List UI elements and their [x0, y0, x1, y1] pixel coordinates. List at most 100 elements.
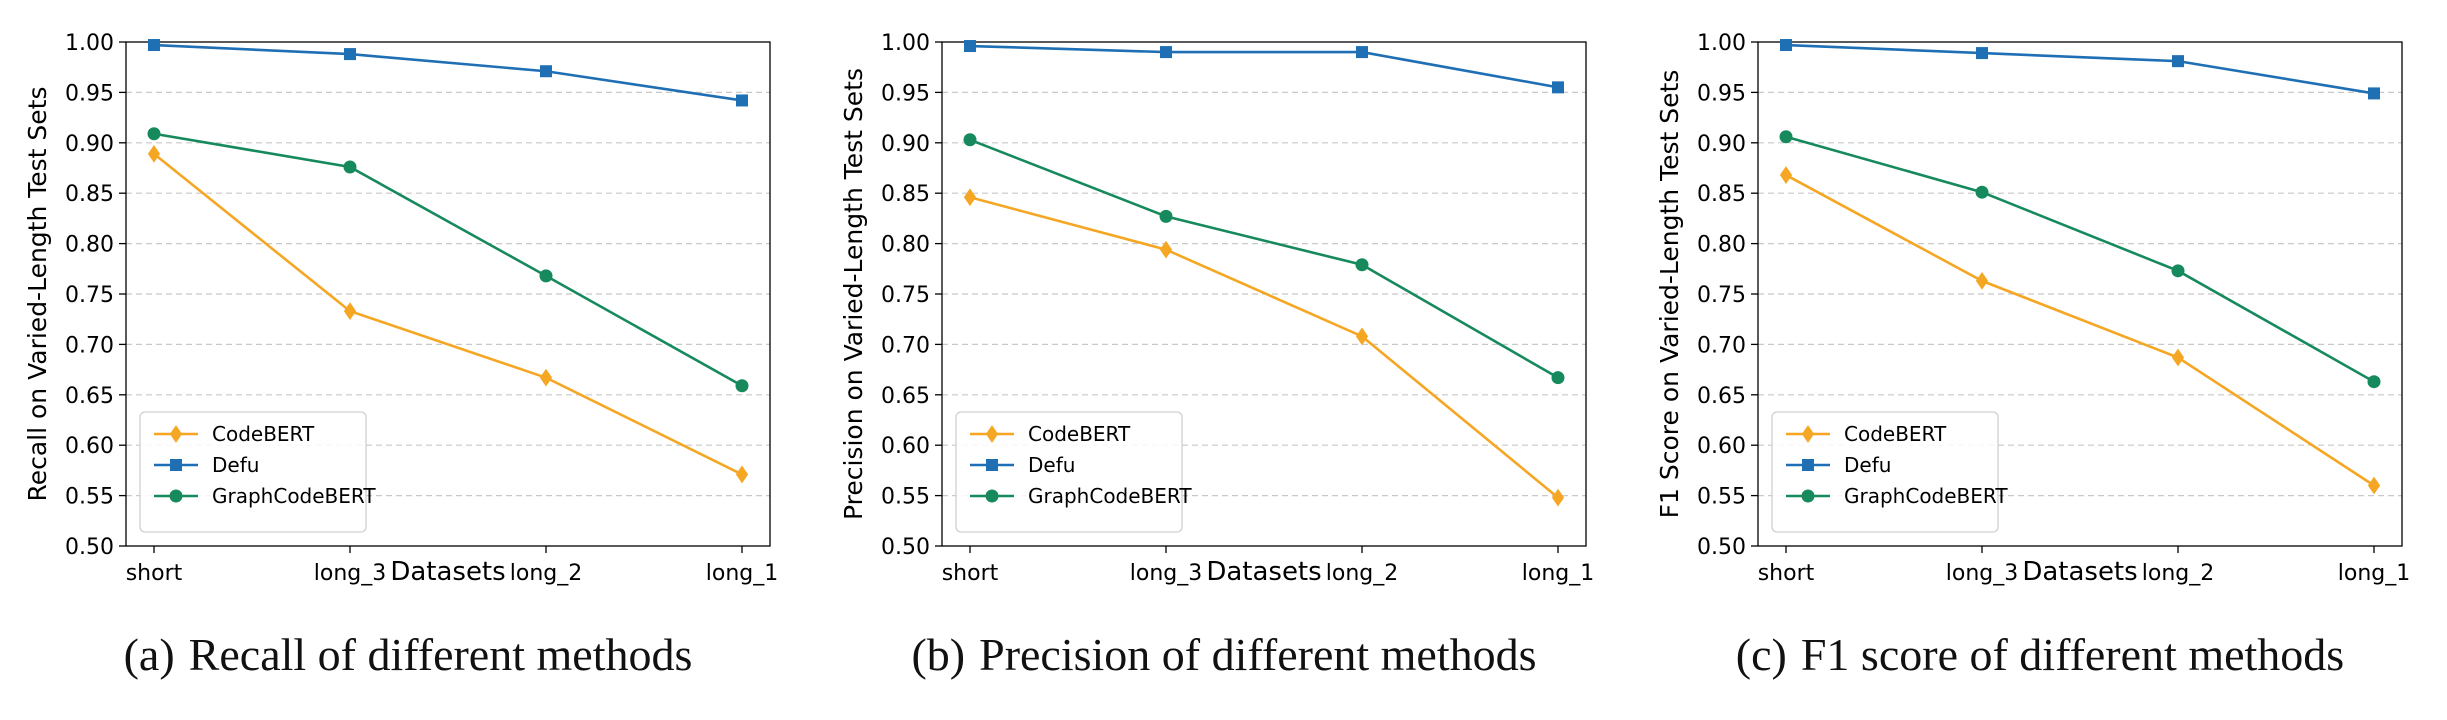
chart-panel-recall: 0.50 0.55 0.60 0.65 0.70 0.75 0.80 0.85 0.90 0.95…	[0, 0, 816, 720]
x-tick-label: long_2	[510, 561, 582, 586]
y-axis-label: Recall on Varied-Length Test Sets	[23, 86, 52, 501]
y-axis-label: F1 Score on Varied-Length Test Sets	[1655, 70, 1684, 519]
precision-chart: 0.50 0.55 0.60 0.65 0.70 0.75 0.80 0.85 0.90 0.95…	[839, 31, 1594, 587]
series-line	[969, 44, 1559, 89]
y-tick-label: 0.85	[1697, 182, 1746, 207]
series-line	[969, 138, 1559, 379]
caption-precision: (b) Precision of different methods	[816, 628, 1632, 681]
y-tick-label: 0.75	[1697, 283, 1746, 308]
legend-marker	[1801, 425, 1815, 443]
plot-frame	[1757, 41, 2403, 547]
series-line	[1785, 43, 2375, 95]
y-tick-label: 0.65	[65, 384, 114, 409]
series-line	[153, 132, 743, 387]
data-point	[963, 133, 977, 147]
legend-box	[1771, 411, 1999, 533]
data-point	[148, 39, 160, 52]
y-tick-label: 0.75	[65, 283, 114, 308]
y-tick-label: 0.65	[1697, 384, 1746, 409]
caption-tag: (c)	[1735, 629, 1787, 680]
legend-marker	[986, 459, 998, 471]
y-tick-label: 0.70	[881, 333, 930, 358]
x-tick-label: long_3	[314, 561, 386, 586]
legend-label: CodeBERT	[1844, 422, 1947, 446]
legend-box	[139, 411, 367, 533]
data-point	[2367, 375, 2381, 389]
data-point	[736, 94, 748, 107]
y-axis-label: Precision on Varied-Length Test Sets	[839, 68, 868, 520]
legend-box	[955, 411, 1183, 533]
y-tick-label: 1.00	[881, 31, 930, 56]
data-point	[1159, 209, 1173, 223]
legend-marker	[985, 425, 999, 443]
x-tick-label: long_2	[2142, 561, 2214, 586]
y-tick-label: 0.95	[65, 81, 114, 106]
legend-label: Defu	[1844, 453, 1891, 477]
y-tick-label: 0.80	[65, 233, 114, 258]
chart-panel-precision: 0.50 0.55 0.60 0.65 0.70 0.75 0.80 0.85 0.90 0.95…	[816, 0, 1632, 720]
data-point	[2172, 55, 2184, 68]
data-point	[1779, 166, 1793, 184]
y-tick-label: 1.00	[65, 31, 114, 56]
y-tick-label: 0.85	[65, 182, 114, 207]
x-tick-label: long_3	[1130, 561, 1202, 586]
caption-f1: (c) F1 score of different methods	[1632, 628, 2447, 681]
legend-marker	[169, 489, 183, 503]
caption-text: Precision of different methods	[979, 629, 1537, 680]
caption-tag: (b)	[911, 629, 966, 680]
data-point	[735, 379, 749, 393]
y-tick-label: 0.90	[1697, 132, 1746, 157]
data-point	[147, 145, 161, 163]
x-tick-label: long_2	[1326, 561, 1398, 586]
legend-marker	[985, 489, 999, 503]
y-tick-label: 0.60	[881, 434, 930, 459]
data-point	[1355, 258, 1369, 272]
data-point	[539, 269, 553, 283]
data-point	[2171, 264, 2185, 278]
y-tick-label: 0.75	[881, 283, 930, 308]
legend-label: CodeBERT	[212, 422, 315, 446]
data-point	[343, 302, 357, 321]
legend: CodeBERT Defu GraphCodeBERT	[139, 411, 376, 533]
legend-label: GraphCodeBERT	[212, 484, 376, 508]
x-tick-label: long_3	[1946, 561, 2018, 586]
caption-tag: (a)	[123, 629, 175, 680]
series-codebert	[1779, 166, 2381, 495]
legend-label: Defu	[212, 453, 259, 477]
x-axis-label: Datasets	[1206, 557, 1321, 587]
y-tick-label: 0.95	[881, 81, 930, 106]
y-tick-label: 0.95	[1697, 81, 1746, 106]
x-tick-label: short	[126, 561, 183, 586]
caption-text: F1 score of different methods	[1800, 629, 2345, 680]
y-tick-label: 0.65	[881, 384, 930, 409]
data-point	[735, 465, 749, 484]
y-tick-label: 0.70	[65, 333, 114, 358]
data-point	[1159, 240, 1173, 259]
x-tick-label: long_1	[706, 561, 778, 586]
legend-marker	[1801, 489, 1815, 503]
series-line	[969, 195, 1559, 499]
y-tick-label: 0.50	[1697, 535, 1746, 560]
data-point	[539, 368, 553, 387]
data-point	[1779, 130, 1793, 144]
y-tick-label: 0.85	[881, 182, 930, 207]
series-line	[153, 43, 743, 102]
data-point	[344, 48, 356, 61]
data-point	[963, 188, 977, 207]
x-axis-label: Datasets	[390, 557, 505, 587]
f1-chart: 0.50 0.55 0.60 0.65 0.70 0.75 0.80 0.85 0.90 0.95…	[1655, 31, 2410, 587]
data-point	[1975, 185, 1989, 199]
legend-label: GraphCodeBERT	[1028, 484, 1192, 508]
y-tick-label: 0.55	[65, 485, 114, 510]
y-tick-label: 0.60	[65, 434, 114, 459]
y-tick-label: 0.80	[1697, 233, 1746, 258]
series-line	[153, 152, 743, 476]
recall-chart: 0.50 0.55 0.60 0.65 0.70 0.75 0.80 0.85 0.90 0.95…	[23, 31, 778, 587]
series-codebert	[147, 145, 749, 484]
y-tick-label: 0.55	[881, 485, 930, 510]
data-point	[1160, 46, 1172, 59]
series-line	[1785, 135, 2375, 383]
x-tick-label: short	[1758, 561, 1815, 586]
y-tick-label: 0.50	[881, 535, 930, 560]
chart-panel-f1: 0.50 0.55 0.60 0.65 0.70 0.75 0.80 0.85 0.90 0.95…	[1632, 0, 2447, 720]
